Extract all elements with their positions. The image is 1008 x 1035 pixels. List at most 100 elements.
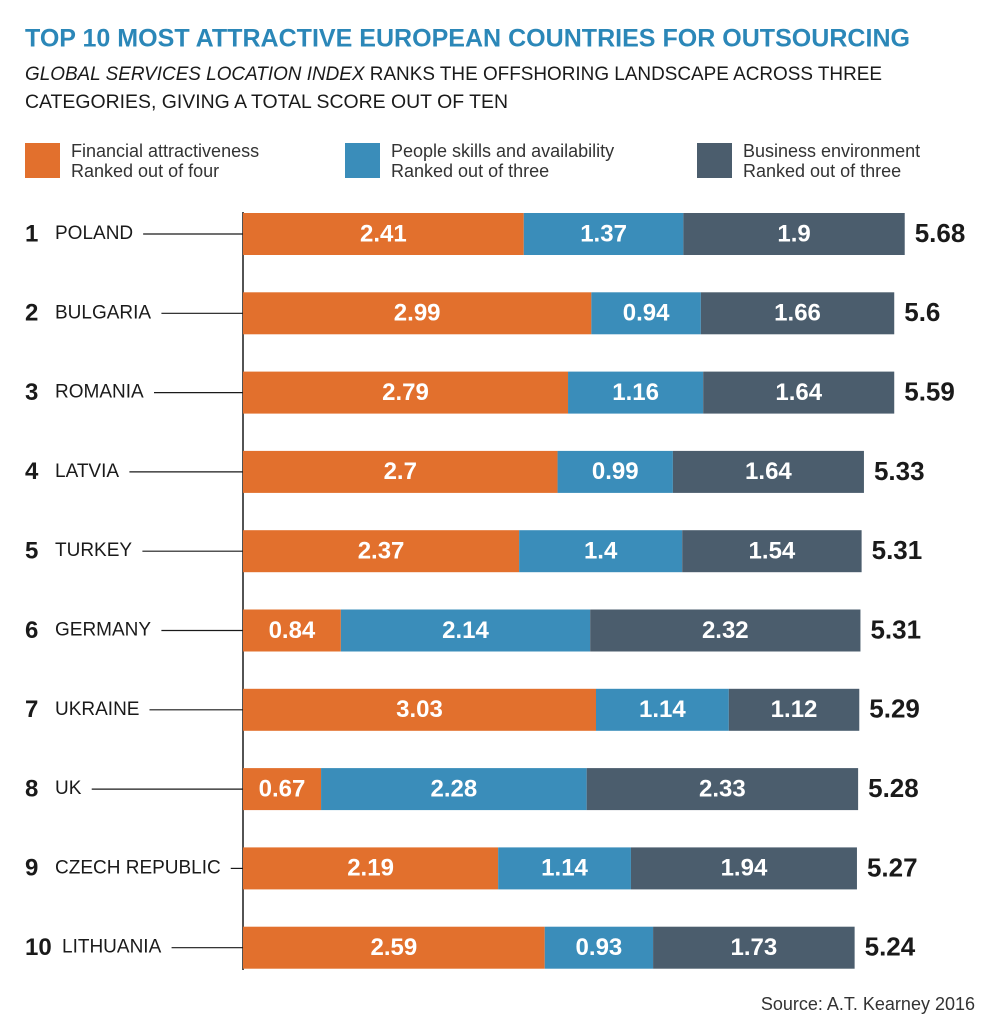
bar-segment xyxy=(523,213,684,255)
category-label: CZECH REPUBLIC xyxy=(55,857,221,878)
segment-label: 2.19 xyxy=(347,855,394,882)
bar-segment xyxy=(590,609,861,652)
segment-label: 1.37 xyxy=(580,220,627,247)
total-label: 5.68 xyxy=(915,218,966,248)
rank: 6 xyxy=(25,617,38,644)
segment-label: 1.12 xyxy=(771,696,818,723)
legend-note: Ranked out of three xyxy=(391,161,549,181)
segment-label: 1.54 xyxy=(749,538,796,565)
total-label: 5.31 xyxy=(872,535,923,565)
legend-swatch xyxy=(25,143,60,178)
rank: 4 xyxy=(25,458,39,485)
rank: 5 xyxy=(25,538,38,565)
bar-segment xyxy=(519,530,683,573)
category-label: GERMANY xyxy=(55,620,151,641)
segment-label: 2.7 xyxy=(384,458,417,485)
rank: 2 xyxy=(25,300,38,327)
total-label: 5.28 xyxy=(868,773,919,803)
bar-segment xyxy=(653,926,855,969)
rank: 9 xyxy=(25,855,38,882)
legend-note: Ranked out of four xyxy=(71,161,219,181)
bar-segment xyxy=(243,847,499,890)
total-label: 5.24 xyxy=(865,932,916,962)
bar-segment xyxy=(243,530,520,573)
total-label: 5.59 xyxy=(904,376,955,406)
total-label: 5.29 xyxy=(869,694,920,724)
segment-label: 1.14 xyxy=(639,696,686,723)
category-label: BULGARIA xyxy=(55,302,151,323)
bar-segment xyxy=(682,530,862,573)
rank: 3 xyxy=(25,379,38,406)
segment-label: 2.28 xyxy=(431,775,478,802)
total-label: 5.33 xyxy=(874,456,925,486)
total-label: 5.6 xyxy=(904,297,940,327)
rank: 1 xyxy=(25,220,38,247)
segment-label: 2.32 xyxy=(702,617,749,644)
segment-label: 1.14 xyxy=(541,855,588,882)
bar-segment xyxy=(321,768,587,811)
segment-label: 1.94 xyxy=(721,855,768,882)
segment-label: 3.03 xyxy=(396,696,443,723)
rank: 10 xyxy=(25,934,52,961)
legend-label: People skills and availability xyxy=(391,141,614,161)
bar-segment xyxy=(703,371,895,414)
segment-label: 0.94 xyxy=(623,300,670,327)
bar-segment xyxy=(568,371,704,414)
legend-note: Ranked out of three xyxy=(743,161,901,181)
category-label: LATVIA xyxy=(55,461,119,482)
bar-segment xyxy=(243,688,596,731)
bar-segment xyxy=(243,609,341,652)
bar-segment xyxy=(498,847,631,890)
chart-subtitle: GLOBAL SERVICES LOCATION INDEX RANKS THE… xyxy=(25,64,882,85)
source: Source: A.T. Kearney 2016 xyxy=(761,994,975,1014)
segment-label: 2.41 xyxy=(360,220,407,247)
segment-label: 0.99 xyxy=(592,458,639,485)
total-label: 5.27 xyxy=(867,852,918,882)
category-label: LITHUANIA xyxy=(62,937,162,958)
bar-segment xyxy=(243,292,592,335)
chart-subtitle: CATEGORIES, GIVING A TOTAL SCORE OUT OF … xyxy=(25,92,508,113)
category-label: POLAND xyxy=(55,223,133,244)
legend-swatch xyxy=(697,143,732,178)
bar-segment xyxy=(700,292,895,335)
chart-title: TOP 10 MOST ATTRACTIVE EUROPEAN COUNTRIE… xyxy=(25,25,910,53)
segment-label: 2.14 xyxy=(442,617,489,644)
bar-segment xyxy=(544,926,654,969)
segment-label: 0.84 xyxy=(269,617,316,644)
segment-label: 2.33 xyxy=(699,775,746,802)
segment-label: 2.59 xyxy=(371,934,418,961)
bar-segment xyxy=(340,609,591,652)
segment-label: 1.64 xyxy=(745,458,792,485)
segment-label: 2.79 xyxy=(382,379,429,406)
rank: 8 xyxy=(25,775,38,802)
bar-segment xyxy=(243,213,524,255)
segment-label: 0.67 xyxy=(259,775,306,802)
bar-segment xyxy=(728,688,860,731)
segment-label: 1.9 xyxy=(777,220,810,247)
bar-segment xyxy=(243,768,322,811)
bar-segment xyxy=(591,292,701,335)
segment-label: 1.16 xyxy=(612,379,659,406)
segment-label: 1.64 xyxy=(775,379,822,406)
segment-label: 0.93 xyxy=(576,934,623,961)
category-label: ROMANIA xyxy=(55,382,144,403)
subtitle-emphasis: GLOBAL SERVICES LOCATION INDEX xyxy=(25,64,366,85)
bar-segment xyxy=(586,768,859,811)
category-label: UKRAINE xyxy=(55,699,139,720)
bar-segment xyxy=(672,450,864,493)
bar-segment xyxy=(243,450,558,493)
category-label: TURKEY xyxy=(55,540,132,561)
bar-segment xyxy=(557,450,673,493)
rank: 7 xyxy=(25,696,38,723)
subtitle-text: RANKS THE OFFSHORING LANDSCAPE ACROSS TH… xyxy=(370,64,882,85)
bar-segment xyxy=(243,926,545,969)
segment-label: 2.37 xyxy=(358,538,405,565)
category-label: UK xyxy=(55,778,82,799)
bar-segment xyxy=(595,688,729,731)
bar-segment xyxy=(243,371,569,414)
bar-segment xyxy=(683,213,905,255)
total-label: 5.31 xyxy=(870,614,921,644)
segment-label: 2.99 xyxy=(394,300,441,327)
segment-label: 1.4 xyxy=(584,538,618,565)
